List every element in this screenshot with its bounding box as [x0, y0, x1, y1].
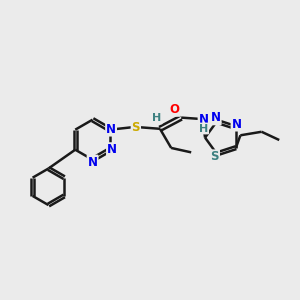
- Text: O: O: [170, 103, 180, 116]
- Text: S: S: [132, 121, 140, 134]
- Text: N: N: [107, 143, 117, 156]
- Text: H: H: [199, 124, 208, 134]
- Text: H: H: [152, 113, 162, 124]
- Text: N: N: [211, 111, 221, 124]
- Text: S: S: [211, 150, 219, 163]
- Text: N: N: [199, 112, 208, 126]
- Text: N: N: [232, 118, 242, 130]
- Text: N: N: [106, 123, 116, 136]
- Text: N: N: [88, 156, 98, 169]
